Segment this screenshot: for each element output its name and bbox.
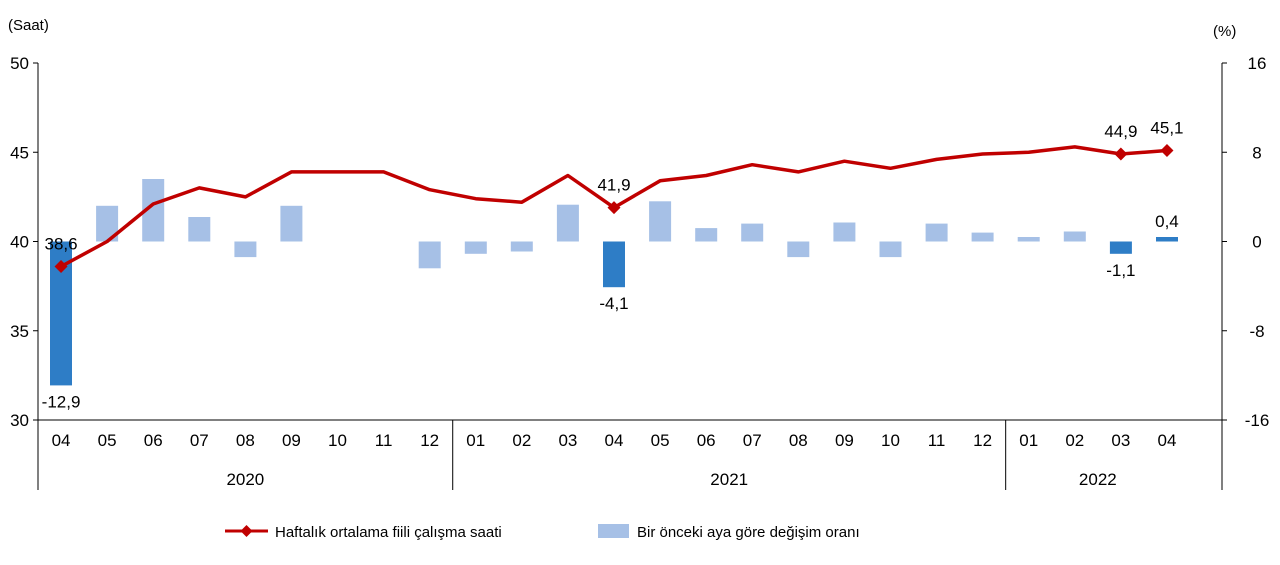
year-label: 2020 — [226, 470, 264, 489]
line-marker-12 — [607, 201, 621, 215]
left-tick-label: 35 — [10, 322, 29, 341]
bar-2 — [142, 179, 165, 242]
bar-17 — [833, 222, 856, 242]
x-tick-label: 03 — [558, 431, 577, 450]
x-tick-label: 02 — [512, 431, 531, 450]
bar-3 — [188, 217, 211, 242]
left-tick-label: 40 — [10, 233, 29, 252]
x-tick-label: 09 — [835, 431, 854, 450]
right-tick-label: 0 — [1252, 233, 1261, 252]
right-axis-unit: (%) — [1213, 23, 1236, 40]
data-labels: 38,6 -12,9 41,9 -4,1 44,9 -1,1 45,1 0,4 — [42, 118, 1184, 411]
x-tick-label: 04 — [52, 431, 71, 450]
x-tick-label: 03 — [1111, 431, 1130, 450]
bar-10 — [510, 241, 533, 252]
bar-16 — [787, 241, 810, 258]
x-tick-label: 07 — [743, 431, 762, 450]
left-tick-label: 45 — [10, 143, 29, 162]
bar-14 — [695, 228, 718, 242]
line-label-0: 38,6 — [44, 234, 77, 253]
right-tick-label: 16 — [1248, 54, 1267, 73]
x-tick-label: 11 — [928, 431, 946, 450]
x-tick-label: 06 — [144, 431, 163, 450]
x-tick-label: 12 — [973, 431, 992, 450]
bar-23 — [1109, 241, 1132, 254]
line-marker-24 — [1160, 143, 1174, 157]
x-tick-label: 09 — [282, 431, 301, 450]
bar-4 — [234, 241, 257, 258]
bar-0 — [50, 241, 72, 386]
left-axis-unit: (Saat) — [8, 17, 49, 34]
line-label-23: 44,9 — [1104, 122, 1137, 141]
x-tick-label: 04 — [605, 431, 624, 450]
x-tick-label: 10 — [328, 431, 347, 450]
bar-1 — [96, 205, 119, 242]
right-tick-label: -8 — [1249, 322, 1264, 341]
x-tick-label: 05 — [98, 431, 117, 450]
year-label: 2022 — [1079, 470, 1117, 489]
x-tick-label: 01 — [1019, 431, 1038, 450]
bar-11 — [556, 204, 579, 242]
line-label-12: 41,9 — [597, 176, 630, 195]
left-tick-label: 50 — [10, 54, 29, 73]
bar-8 — [418, 241, 441, 269]
bar-series — [50, 179, 1178, 386]
x-tick-label: 12 — [420, 431, 439, 450]
bar-label-24: 0,4 — [1155, 212, 1179, 231]
line-marker-23 — [1114, 147, 1128, 161]
right-tick-label: -16 — [1245, 411, 1270, 430]
x-tick-label: 11 — [375, 431, 393, 450]
legend-bar-label: Bir önceki aya göre değişim oranı — [637, 524, 860, 541]
bar-19 — [925, 223, 948, 242]
line-series — [54, 143, 1174, 273]
bar-9 — [464, 241, 487, 254]
line-label-24: 45,1 — [1150, 118, 1183, 137]
x-tick-label: 01 — [466, 431, 485, 450]
x-tick-label: 06 — [697, 431, 716, 450]
year-label: 2021 — [710, 470, 748, 489]
bar-label-12: -4,1 — [599, 294, 628, 313]
bar-5 — [280, 205, 303, 242]
x-tick-label: 07 — [190, 431, 209, 450]
line-marker-0 — [54, 259, 68, 273]
bar-20 — [971, 232, 994, 242]
legend: Haftalık ortalama fiili çalışma saati Bi… — [225, 524, 860, 541]
bar-label-0: -12,9 — [42, 392, 81, 411]
x-tick-label: 05 — [651, 431, 670, 450]
right-tick-label: 8 — [1252, 143, 1261, 162]
bar-18 — [879, 241, 902, 258]
x-tick-label: 02 — [1065, 431, 1084, 450]
bar-13 — [649, 201, 672, 242]
bar-15 — [741, 223, 764, 242]
x-tick-label: 08 — [789, 431, 808, 450]
bar-12 — [603, 241, 625, 288]
x-tick-label: 10 — [881, 431, 900, 450]
bar-label-23: -1,1 — [1106, 261, 1135, 280]
x-tick-label: 04 — [1157, 431, 1176, 450]
bar-21 — [1017, 237, 1040, 242]
bar-24 — [1156, 237, 1178, 242]
legend-line-label: Haftalık ortalama fiili çalışma saati — [275, 524, 502, 541]
legend-line-marker — [240, 525, 253, 537]
x-tick-label: 08 — [236, 431, 255, 450]
left-tick-label: 30 — [10, 411, 29, 430]
legend-bar-swatch — [598, 524, 629, 538]
bar-22 — [1063, 231, 1086, 242]
